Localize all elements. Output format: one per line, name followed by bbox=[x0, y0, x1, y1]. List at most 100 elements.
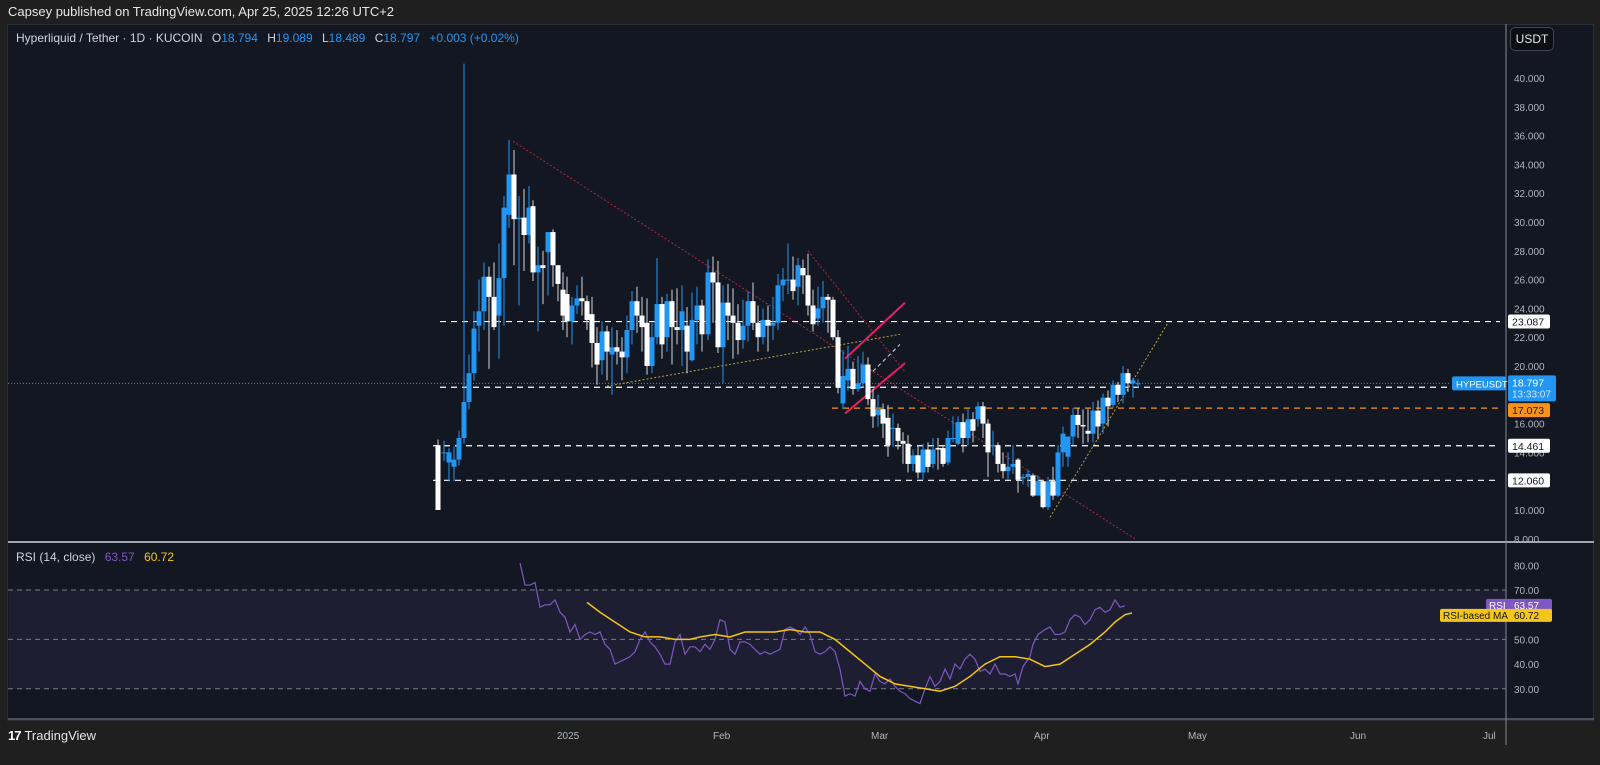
candle-body bbox=[614, 347, 620, 352]
candle-body bbox=[905, 443, 911, 464]
rsi-axis-tick: 80.00 bbox=[1514, 561, 1539, 572]
time-axis-tick: Jun bbox=[1350, 731, 1366, 742]
candle-body bbox=[1080, 425, 1086, 427]
candle-body bbox=[599, 331, 605, 361]
candle-body bbox=[654, 304, 660, 338]
price-axis-tick: 26.000 bbox=[1514, 276, 1545, 287]
candle-body bbox=[825, 296, 831, 300]
rsi-axis-tick: 30.00 bbox=[1514, 685, 1539, 696]
symbol-legend: Hyperliquid / Tether · 1D · KUCOIN O18.7… bbox=[16, 31, 519, 45]
candle-body bbox=[785, 279, 791, 281]
publisher-caption: Capsey published on TradingView.com, Apr… bbox=[8, 4, 395, 19]
open-label: O bbox=[211, 31, 222, 45]
rsi-axis-tick: 70.00 bbox=[1514, 586, 1539, 597]
price-axis-tick: 32.000 bbox=[1514, 189, 1545, 200]
candle-body bbox=[810, 305, 816, 325]
price-axis-tick: 16.000 bbox=[1514, 420, 1545, 431]
candle-body bbox=[506, 174, 512, 215]
low-value: 18.489 bbox=[328, 31, 366, 45]
time-axis-tick: Apr bbox=[1034, 731, 1050, 742]
candle-body bbox=[830, 299, 836, 338]
candle-body bbox=[715, 282, 721, 348]
candle-body bbox=[550, 232, 556, 266]
candle-body bbox=[815, 308, 821, 319]
currency-button[interactable]: USDT bbox=[1510, 27, 1554, 51]
rsi-value: 63.57 bbox=[104, 550, 135, 564]
candle-body bbox=[750, 301, 756, 323]
price-axis-tick: 14.000 bbox=[1514, 448, 1545, 459]
candle-body bbox=[955, 422, 961, 444]
candle-body bbox=[466, 373, 472, 402]
candle-body bbox=[960, 422, 966, 438]
candle-body bbox=[1045, 481, 1051, 508]
candle-body bbox=[521, 217, 527, 235]
candle-body bbox=[865, 364, 871, 400]
candle-body bbox=[619, 351, 625, 358]
candle-body bbox=[885, 417, 891, 446]
price-axis-tick: 38.000 bbox=[1514, 103, 1545, 114]
candle-body bbox=[1090, 410, 1096, 434]
candle-body bbox=[560, 289, 566, 316]
rsi-ma-tag-value: 60.72 bbox=[1514, 611, 1539, 622]
candle-body bbox=[1085, 430, 1091, 434]
candle-body bbox=[1100, 397, 1106, 424]
candle-body bbox=[644, 322, 650, 366]
candle-body bbox=[684, 325, 690, 352]
candle-body bbox=[1025, 474, 1031, 477]
candle-body bbox=[1055, 452, 1061, 496]
candle-body bbox=[1105, 397, 1111, 407]
candle-body bbox=[965, 419, 971, 438]
candle-body bbox=[555, 265, 561, 284]
rsi-line bbox=[519, 562, 1126, 705]
candle-body bbox=[574, 298, 580, 306]
candle-body bbox=[461, 402, 467, 438]
candle-body bbox=[1075, 414, 1081, 426]
low-label: L bbox=[321, 31, 329, 45]
price-axis-tick: 34.000 bbox=[1514, 160, 1545, 171]
candle-body bbox=[441, 452, 447, 454]
candle-body bbox=[790, 279, 796, 292]
candle-body bbox=[925, 449, 931, 467]
candle-body bbox=[435, 445, 441, 510]
symbol-title[interactable]: Hyperliquid / Tether · 1D · KUCOIN bbox=[16, 31, 203, 45]
level-price-tag-text: 12.060 bbox=[1512, 475, 1544, 487]
rsi-ma-line bbox=[586, 601, 1133, 693]
candle-body bbox=[476, 311, 482, 326]
candle-body bbox=[1015, 459, 1021, 480]
candle-body bbox=[935, 448, 941, 450]
level-price-tag-text: 14.461 bbox=[1512, 441, 1544, 453]
candle-body bbox=[770, 322, 776, 326]
price-axis-tick: 30.000 bbox=[1514, 218, 1545, 229]
rsi-tag-value: 63.57 bbox=[1514, 601, 1539, 612]
trendline[interactable] bbox=[606, 333, 901, 387]
candle-body bbox=[975, 406, 981, 420]
change-value: +0.003 (+0.02%) bbox=[429, 31, 519, 45]
trendline[interactable] bbox=[1049, 322, 1169, 518]
candle-body bbox=[584, 301, 590, 320]
price-axis-tick: 36.000 bbox=[1514, 132, 1545, 143]
time-axis-tick: Mar bbox=[871, 731, 889, 742]
candle-body bbox=[840, 376, 846, 404]
candle-body bbox=[920, 449, 926, 473]
candle-body bbox=[471, 328, 477, 374]
candle-body bbox=[845, 368, 851, 381]
symbol-tag bbox=[1452, 376, 1506, 391]
rsi-title[interactable]: RSI (14, close) bbox=[16, 550, 96, 564]
channel-line[interactable] bbox=[844, 362, 906, 415]
candle-body bbox=[880, 409, 886, 424]
trendline[interactable] bbox=[807, 250, 906, 373]
candle-body bbox=[564, 294, 570, 322]
channel-line[interactable] bbox=[844, 301, 906, 360]
trendline[interactable] bbox=[512, 140, 1136, 540]
candle-body bbox=[456, 438, 462, 460]
candle-body bbox=[496, 278, 502, 316]
time-axis-tick: Feb bbox=[713, 731, 731, 742]
candle-body bbox=[710, 272, 716, 283]
time-axis-tick: 2025 bbox=[557, 731, 580, 742]
candle-body bbox=[755, 322, 761, 338]
price-axis-tick: 10.000 bbox=[1514, 506, 1545, 517]
candle-body bbox=[526, 207, 532, 235]
tradingview-logo[interactable]: 17 TradingView bbox=[8, 728, 96, 743]
candle-body bbox=[659, 304, 665, 345]
